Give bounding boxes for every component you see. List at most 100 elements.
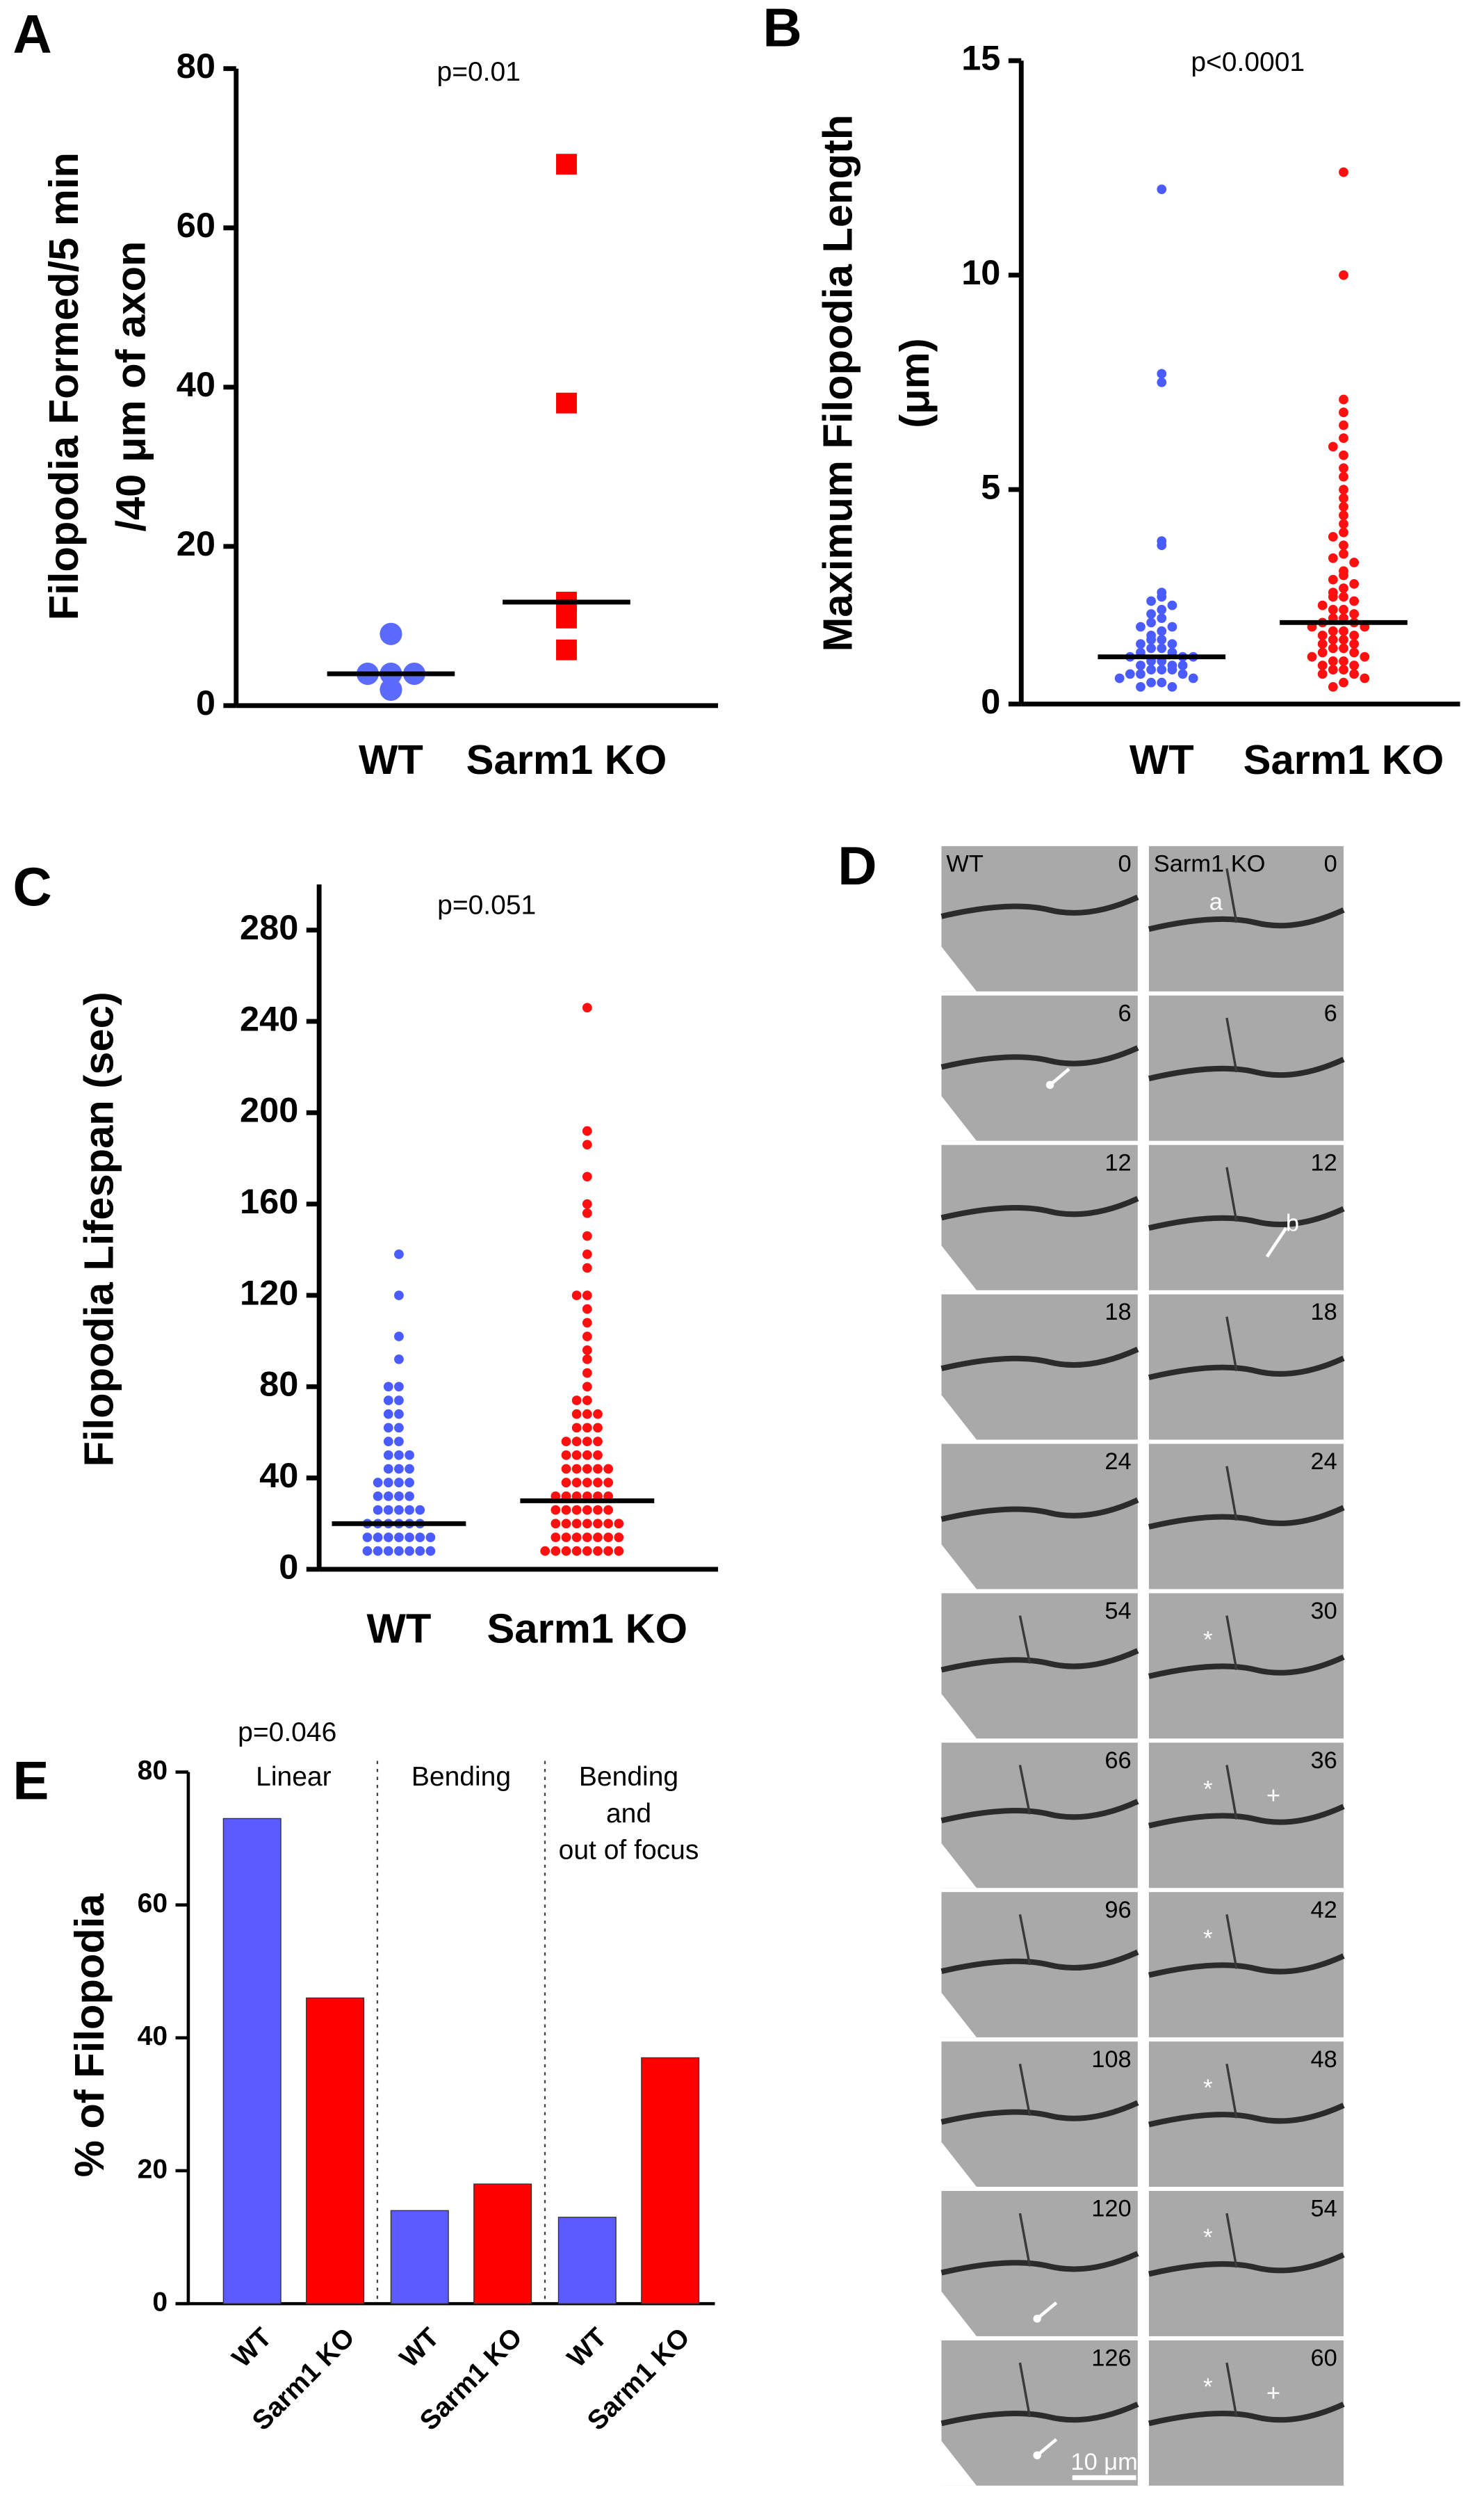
data-point [1167, 622, 1177, 632]
data-point [1349, 596, 1360, 606]
frame-time: 6 [1118, 1000, 1131, 1026]
data-point [582, 1437, 592, 1446]
y-tick-label: 0 [279, 1546, 298, 1586]
data-point [373, 1532, 383, 1542]
y-tick-label: 280 [240, 907, 298, 947]
frame-time: 0 [1118, 851, 1131, 877]
data-point [1177, 661, 1188, 670]
image-corner [941, 1395, 977, 1440]
data-point [394, 1409, 404, 1419]
data-point [415, 1546, 425, 1556]
data-point [1339, 635, 1348, 645]
frame-time: 96 [1104, 1897, 1131, 1923]
data-point [582, 1318, 592, 1328]
data-point [561, 1505, 571, 1515]
x-tick-label: Sarm1 KO [466, 736, 667, 783]
x-tick-label: Sarm1 KO [1244, 736, 1444, 783]
data-point [614, 1519, 624, 1529]
data-point [1146, 643, 1157, 654]
data-point [551, 1532, 561, 1542]
data-point [582, 1199, 592, 1209]
data-point [383, 1532, 393, 1542]
axon [940, 2251, 1139, 2276]
axon [1148, 2252, 1345, 2277]
p-value: p=0.046 [238, 1717, 336, 1747]
data-point [582, 1345, 592, 1355]
frame-note: + [1266, 1782, 1280, 1809]
y-axis-label: Filopodia Formed/5 min [40, 152, 87, 620]
data-point [1167, 681, 1177, 692]
frame-note: * [1203, 2374, 1212, 2400]
data-point [1339, 540, 1348, 551]
data-point [1328, 604, 1338, 615]
data-point [1146, 665, 1157, 675]
frame-time: 42 [1311, 1897, 1337, 1923]
frame-time: 6 [1324, 1000, 1337, 1026]
data-point [561, 1437, 571, 1446]
data-point [1349, 630, 1360, 640]
axon [940, 1196, 1139, 1221]
data-point [1328, 532, 1338, 542]
micrograph [941, 1144, 1138, 1291]
data-point [571, 1464, 582, 1474]
y-axis-label: /40 μm of axon [108, 241, 154, 532]
data-point [1136, 681, 1145, 692]
bar [306, 1997, 365, 2304]
x-tick-label: WT [1130, 736, 1194, 783]
bar [390, 2210, 449, 2304]
data-point [394, 1291, 404, 1300]
x-tick-label: Sarm1 KO [487, 1605, 688, 1651]
data-point [1339, 519, 1348, 529]
data-point [1167, 639, 1177, 649]
panel-letter: E [13, 1750, 49, 1811]
data-point [1157, 665, 1167, 675]
data-point [551, 1546, 561, 1556]
data-point [1339, 471, 1348, 482]
group-label: and [606, 1799, 651, 1829]
data-point [582, 1368, 592, 1378]
data-point [561, 1478, 571, 1488]
filopodium [1018, 1615, 1032, 1664]
data-point [1328, 643, 1338, 654]
image-corner [941, 1245, 977, 1291]
data-point [405, 1478, 414, 1488]
data-point [582, 1546, 592, 1556]
data-point [582, 1172, 592, 1182]
data-point [394, 1354, 404, 1364]
data-point [1157, 643, 1167, 654]
data-point [1349, 558, 1360, 567]
data-point [383, 1491, 393, 1501]
data-point [593, 1450, 603, 1460]
data-point [1349, 609, 1360, 619]
data-point [425, 1546, 436, 1556]
data-point [380, 678, 402, 701]
data-point [561, 1464, 571, 1474]
data-point [1328, 626, 1338, 636]
data-point [603, 1519, 614, 1529]
data-point [1146, 596, 1157, 606]
data-point [551, 1505, 561, 1515]
data-point [582, 1423, 592, 1433]
micrograph [941, 846, 1138, 992]
data-point [1136, 669, 1145, 679]
y-axis-label: (μm) [891, 338, 938, 428]
data-point [373, 1491, 383, 1501]
data-point [1339, 583, 1348, 593]
frame-time: 126 [1091, 2345, 1131, 2372]
data-point [1339, 463, 1348, 474]
data-point [383, 1450, 393, 1460]
image-corner [941, 1694, 977, 1739]
frame-note: a [1209, 889, 1223, 916]
filopodium [1225, 2063, 1238, 2119]
data-point [394, 1382, 404, 1392]
column-label: WT [946, 851, 984, 877]
group-label: Bending [579, 1762, 678, 1792]
axon [1148, 2103, 1345, 2128]
frame-time: 24 [1311, 1448, 1337, 1475]
y-tick-label: 40 [259, 1455, 298, 1495]
data-point [1339, 626, 1348, 636]
data-point [1328, 665, 1338, 675]
y-tick-label: 20 [177, 524, 215, 563]
data-point [1339, 665, 1348, 675]
data-point [1188, 673, 1198, 683]
